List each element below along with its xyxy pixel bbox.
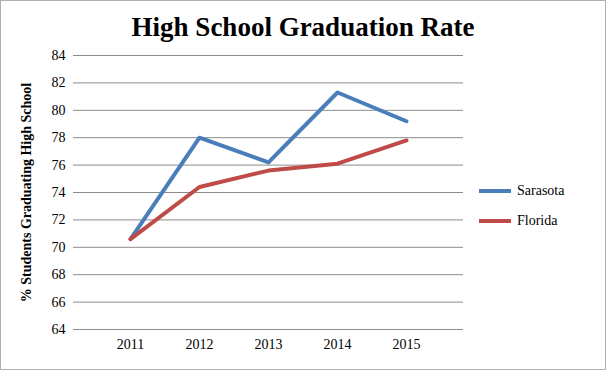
svg-text:78: 78 — [52, 130, 66, 145]
svg-text:80: 80 — [52, 103, 66, 118]
html-text:High School Graduation Rate: High School Graduation Rate — [131, 12, 475, 42]
svg-text:2014: 2014 — [324, 337, 352, 352]
svg-text:2011: 2011 — [117, 337, 144, 352]
svg-text:66: 66 — [52, 295, 66, 310]
svg-text:2012: 2012 — [186, 337, 214, 352]
html-text:Florida: Florida — [517, 213, 558, 228]
svg-text:82: 82 — [52, 75, 66, 90]
svg-text:68: 68 — [52, 267, 66, 282]
svg-text:70: 70 — [52, 240, 66, 255]
svg-text:72: 72 — [52, 212, 66, 227]
html-text:Sarasota: Sarasota — [517, 183, 565, 198]
svg-text:84: 84 — [52, 48, 66, 63]
svg-text:76: 76 — [52, 158, 66, 173]
svg-text:2015: 2015 — [393, 337, 421, 352]
svg-text:64: 64 — [52, 322, 66, 337]
svg-text:74: 74 — [52, 185, 66, 200]
svg-text:2013: 2013 — [255, 337, 283, 352]
svg-text:% Students Graduating High Sch: % Students Graduating High School — [19, 83, 34, 302]
